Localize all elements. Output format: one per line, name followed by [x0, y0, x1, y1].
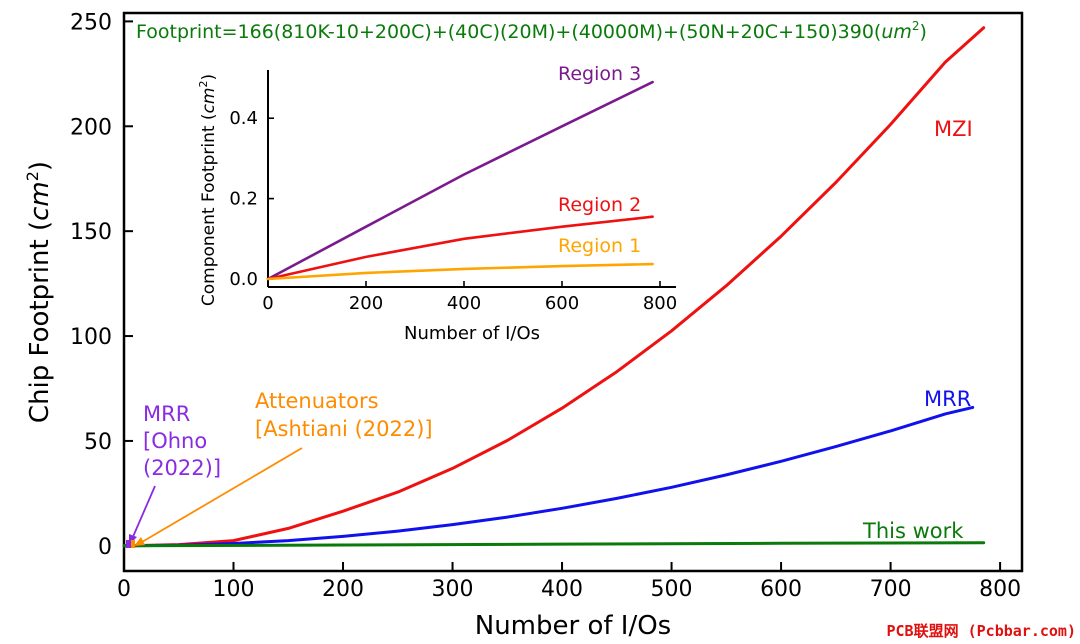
annotation-mrr-ohno-line-3: (2022)] [143, 456, 221, 480]
main-y-tick-label: 0 [98, 535, 112, 560]
main-y-axis-label: Chip Footprint (cm2) [23, 161, 55, 423]
inset-y-axis-label: Component Footprint (cm2) [197, 74, 219, 306]
annotation-mrr-ohno: MRR [Ohno (2022)] [129, 402, 221, 545]
inset-x-tick-label: 400 [447, 293, 481, 314]
annotation-attenuators-line-2: [Ashtiani (2022)] [255, 417, 433, 441]
main-y-axis: 0 50 100 150 200 250 [70, 10, 133, 560]
origin-marker-attenuators [131, 540, 135, 548]
main-x-tick-label: 300 [432, 577, 474, 602]
main-x-tick-label: 100 [213, 577, 255, 602]
inset-x-axis-label: Number of I/Os [404, 323, 540, 344]
inset-y-tick-label: 0.2 [229, 189, 258, 210]
inset-label-region-1: Region 1 [558, 235, 641, 257]
main-x-tick-label: 400 [541, 577, 583, 602]
main-x-tick-label: 600 [760, 577, 802, 602]
annotation-attenuators: Attenuators [Ashtiani (2022)] [134, 389, 433, 546]
main-x-tick-label: 700 [870, 577, 912, 602]
main-x-tick-label: 500 [651, 577, 693, 602]
inset-y-tick-label: 0.4 [229, 108, 258, 129]
inset-series-line-region-2 [266, 215, 654, 281]
series-line-this-work [122, 541, 986, 548]
inset-x-tick-label: 800 [643, 293, 677, 314]
annotation-attenuators-arrowhead [134, 537, 145, 546]
main-y-tick-label: 100 [70, 325, 112, 350]
series-label-mrr: MRR [924, 387, 971, 411]
annotation-mrr-ohno-arrow [131, 485, 156, 540]
main-y-tick-label: 150 [70, 220, 112, 245]
main-y-tick-label: 200 [70, 115, 112, 140]
inset-x-tick-label: 0 [262, 293, 273, 314]
inset-label-region-2: Region 2 [558, 194, 641, 216]
main-x-tick-label: 200 [322, 577, 364, 602]
main-y-tick-label: 50 [84, 430, 112, 455]
series-line-mrr [122, 405, 975, 548]
inset-label-region-3: Region 3 [558, 63, 641, 85]
inset-series-line-region-3 [266, 80, 654, 281]
main-x-tick-label: 800 [979, 577, 1021, 602]
origin-marker-mrr [126, 540, 131, 548]
inset-y-axis: 0.0 0.2 0.4 [229, 108, 274, 290]
inset-x-tick-label: 600 [545, 293, 579, 314]
series-label-this-work: This work [862, 519, 964, 543]
inset-y-tick-label: 0.0 [229, 269, 258, 290]
main-x-axis: 0 100 200 300 400 500 600 700 800 [117, 562, 1021, 602]
annotation-mrr-ohno-line-2: [Ohno [143, 429, 207, 453]
inset-x-tick-label: 200 [349, 293, 383, 314]
inset-series-line-region-1 [266, 262, 654, 281]
annotation-mrr-ohno-line-1: MRR [143, 402, 190, 426]
annotation-attenuators-arrow [141, 447, 303, 543]
annotation-attenuators-line-1: Attenuators [255, 389, 379, 413]
main-y-tick-label: 250 [70, 10, 112, 35]
watermark: PCB联盟网 (Pcbbar.com) [887, 622, 1077, 640]
main-series-group [122, 26, 986, 548]
main-title: Footprint=166(810K-10+200C)+(40C)(20M)+(… [136, 19, 927, 43]
series-label-mzi: MZI [934, 117, 973, 141]
main-x-tick-label: 0 [117, 577, 131, 602]
main-x-axis-label: Number of I/Os [475, 611, 671, 641]
main-plot-frame [122, 11, 1024, 573]
series-line-mzi [122, 26, 986, 548]
inset-x-axis: 0 200 400 600 800 [262, 281, 677, 314]
inset-series-group [266, 80, 654, 281]
